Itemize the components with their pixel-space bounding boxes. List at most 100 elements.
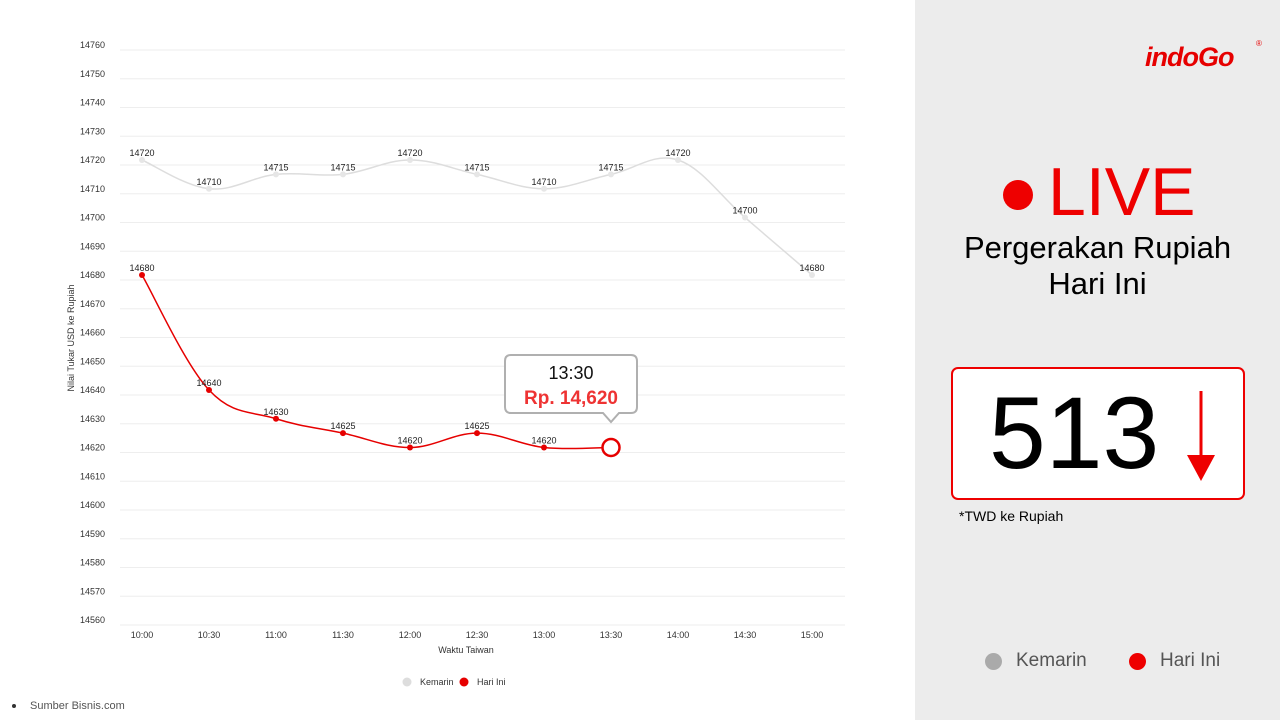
- y-tick-label: 14620: [80, 443, 105, 453]
- subtitle-line-1: Pergerakan Rupiah: [963, 230, 1232, 265]
- data-label: 14620: [531, 436, 556, 446]
- x-tick-label: 10:30: [198, 630, 221, 640]
- data-label: 14710: [196, 177, 221, 187]
- data-point: [474, 171, 480, 178]
- y-tick-label: 14570: [80, 586, 105, 596]
- y-axis-title: Nilai Tukar USD ke Rupiah: [66, 284, 76, 391]
- data-label: 14700: [732, 206, 757, 216]
- subtitle-line-2: Hari Ini: [1048, 266, 1147, 301]
- data-point: [407, 444, 413, 451]
- y-tick-label: 14750: [80, 69, 105, 79]
- data-point: [340, 430, 346, 437]
- y-tick-label: 14730: [80, 126, 105, 136]
- data-label: 14710: [531, 177, 556, 187]
- legend-label-kemarin: Kemarin: [1016, 650, 1087, 671]
- data-point: [139, 157, 145, 163]
- legend-label-hari-ini: Hari Ini: [1160, 650, 1221, 671]
- chart-area: 14760 14750 14740 14730 14720 14710 14700 14690…: [66, 40, 845, 687]
- legend-item-hari-ini: Hari Ini: [1129, 648, 1220, 674]
- live-label: LIVE: [1048, 154, 1196, 230]
- chart-legend-label: Hari Ini: [477, 677, 506, 687]
- x-tick-label: 12:00: [399, 630, 422, 640]
- source-note: Sumber Bisnis.com: [12, 700, 125, 712]
- y-tick-label: 14650: [80, 356, 105, 366]
- tooltip-value: Rp. 14,620: [524, 388, 618, 409]
- logo-text: indoGo: [1145, 42, 1234, 72]
- y-tick-label: 14640: [80, 385, 105, 395]
- y-tick-label: 14690: [80, 241, 105, 251]
- y-tick-label: 14720: [80, 155, 105, 165]
- data-point: [541, 444, 547, 451]
- source-text: Sumber Bisnis.com: [30, 700, 125, 712]
- rate-value-box: 513: [951, 367, 1245, 500]
- chart-legend-dot: [402, 677, 412, 687]
- data-label: 14680: [129, 263, 154, 273]
- live-dot-icon: [1003, 180, 1033, 210]
- data-label: 14715: [263, 162, 288, 172]
- side-panel: indoGo ® LIVE Pergerakan Rupiah Hari Ini…: [915, 0, 1280, 720]
- data-label: 14715: [330, 162, 355, 172]
- data-point: [608, 171, 614, 178]
- data-label: 14625: [330, 421, 355, 431]
- y-tick-label: 14590: [80, 529, 105, 539]
- rate-footnote: *TWD ke Rupiah: [959, 508, 1064, 524]
- x-axis-title: Waktu Taiwan: [438, 645, 494, 655]
- data-label: 14630: [263, 407, 288, 417]
- y-tick-label: 14600: [80, 500, 105, 510]
- data-label: 14640: [196, 378, 221, 388]
- y-tick-label: 14560: [80, 615, 105, 625]
- x-tick-label: 13:30: [600, 630, 623, 640]
- rate-value: 513: [989, 376, 1160, 490]
- x-tick-label: 14:30: [734, 630, 757, 640]
- y-tick-label: 14610: [80, 471, 105, 481]
- data-label: 14715: [464, 162, 489, 172]
- data-point: [273, 171, 279, 178]
- data-label: 14680: [799, 263, 824, 273]
- y-tick-label: 14710: [80, 184, 105, 194]
- data-point: [541, 185, 547, 192]
- data-point: [809, 272, 815, 278]
- data-point: [139, 272, 145, 278]
- page-subtitle: Pergerakan Rupiah Hari Ini: [915, 230, 1280, 302]
- x-tick-label: 11:30: [332, 630, 354, 640]
- y-tick-label: 14660: [80, 328, 105, 338]
- logo-registered-mark: ®: [1256, 39, 1262, 48]
- exchange-rate-chart: 14760 14750 14740 14730 14720 14710 14700 14690…: [66, 40, 845, 687]
- legend-item-kemarin: Kemarin: [985, 648, 1087, 674]
- data-point: [742, 214, 748, 221]
- y-tick-label: 14740: [80, 98, 105, 108]
- x-tick-label: 10:00: [131, 630, 154, 640]
- data-label: 14620: [397, 436, 422, 446]
- highlighted-point: [601, 437, 621, 458]
- data-label: 14715: [598, 162, 623, 172]
- x-tick-label: 13:00: [533, 630, 556, 640]
- arrow-down-icon: [1187, 391, 1215, 481]
- data-point: [206, 185, 212, 192]
- data-point: [474, 430, 480, 437]
- data-label: 14720: [665, 148, 690, 158]
- x-tick-label: 15:00: [801, 630, 824, 640]
- x-tick-label: 14:00: [667, 630, 690, 640]
- y-tick-label: 14580: [80, 558, 105, 568]
- data-point: [675, 157, 681, 163]
- data-point: [273, 415, 279, 422]
- data-label: 14720: [129, 148, 154, 158]
- bullet-icon: [12, 704, 16, 708]
- tooltip-box: [504, 354, 638, 424]
- data-point: [206, 387, 212, 393]
- y-tick-label: 14760: [80, 40, 105, 50]
- live-indicator: LIVE: [915, 156, 1280, 236]
- data-point: [340, 171, 346, 178]
- indogo-logo: indoGo ®: [1145, 39, 1262, 72]
- x-tick-label: 11:00: [265, 630, 287, 640]
- y-tick-label: 14670: [80, 299, 105, 309]
- legend-dot-kemarin: [985, 652, 1002, 670]
- y-tick-label: 14680: [80, 270, 105, 280]
- tooltip-time: 13:30: [548, 363, 593, 383]
- data-label: 14625: [464, 421, 489, 431]
- x-tick-label: 12:30: [466, 630, 489, 640]
- data-label: 14720: [397, 148, 422, 158]
- chart-legend-label: Kemarin: [420, 677, 454, 687]
- side-legend: Kemarin Hari Ini: [915, 648, 1280, 674]
- y-tick-label: 14700: [80, 213, 105, 223]
